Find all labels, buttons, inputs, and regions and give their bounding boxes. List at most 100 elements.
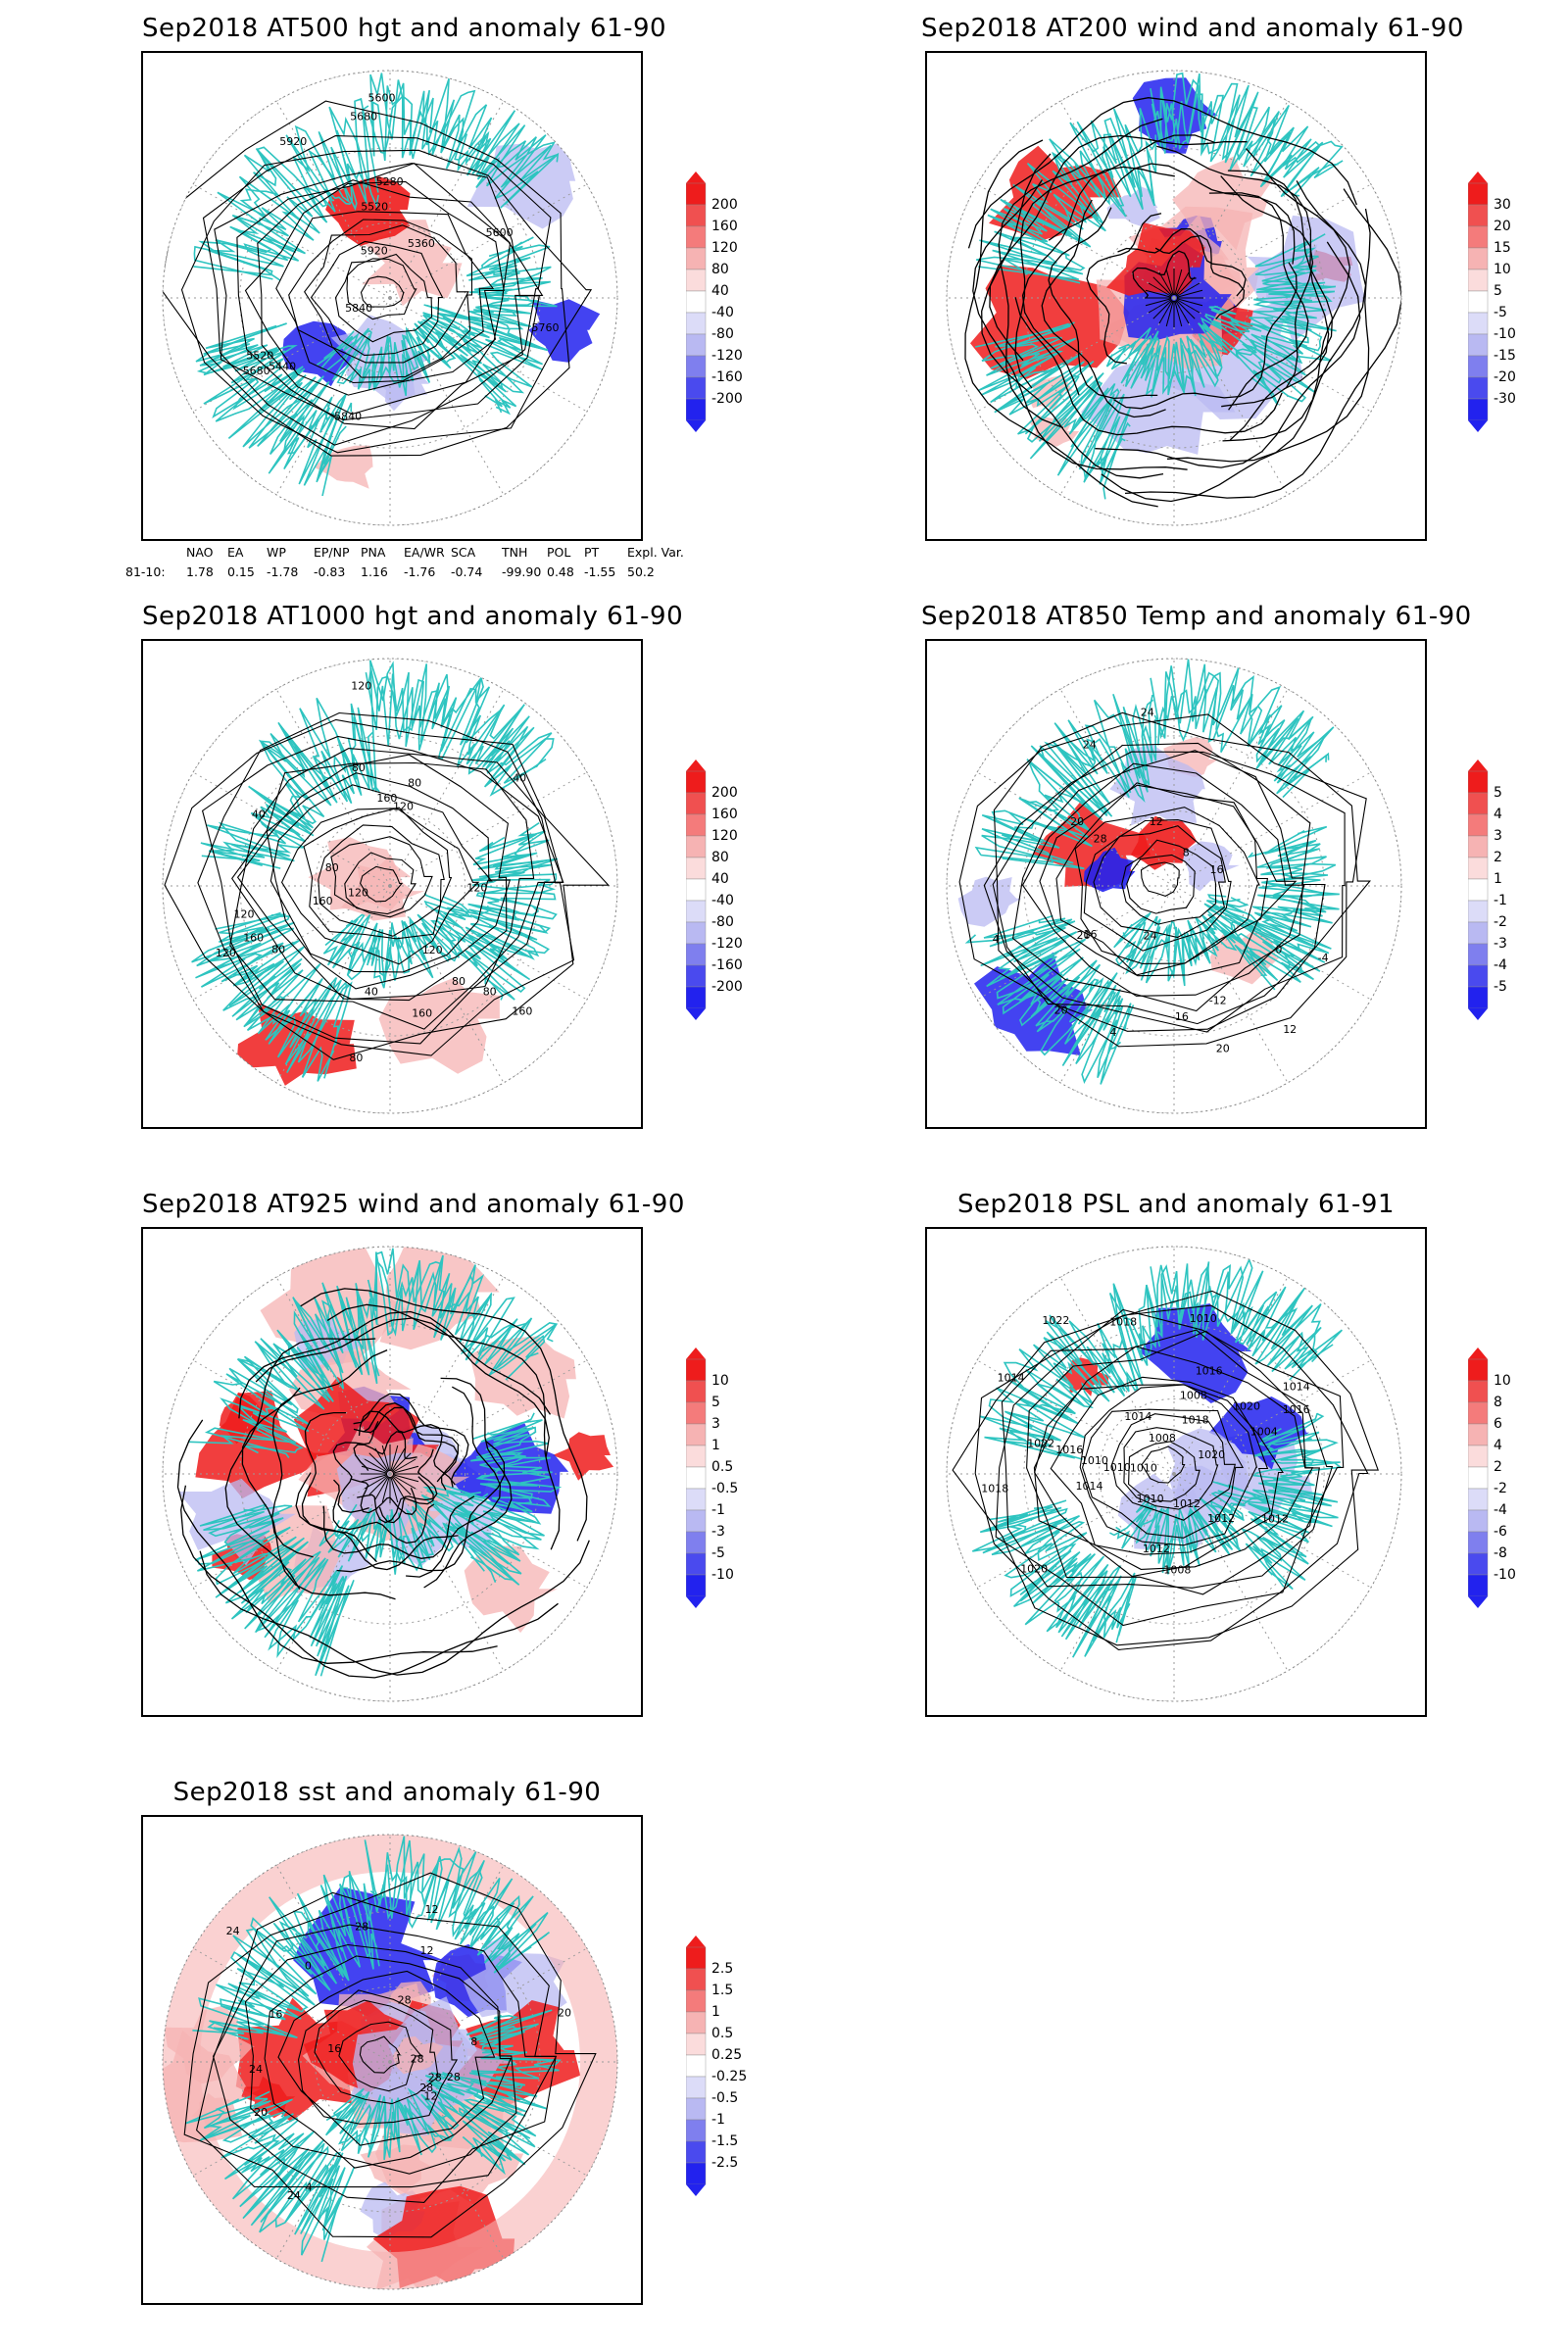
teleconn-header: EA	[227, 545, 244, 560]
teleconn-value: 1.16	[361, 564, 388, 579]
colorbar-p500: 200 160 120 80 40 -40 -80 -120 -160 -200	[686, 172, 764, 446]
colorbar-segment	[686, 398, 707, 421]
colorbar-segment	[1468, 398, 1489, 421]
teleconn-value: -99.90	[502, 564, 542, 579]
colorbar-segment	[1468, 1466, 1489, 1490]
teleconn-value: -1.78	[267, 564, 299, 579]
colorbar-segment	[686, 1445, 707, 1468]
colorbar-segment	[1468, 835, 1489, 858]
colorbar-segment	[686, 1574, 707, 1597]
colorbar-segment	[1468, 1401, 1489, 1425]
colorbar-segment	[1468, 269, 1489, 292]
contour-label: 1018	[981, 1482, 1008, 1494]
contour-label: 5600	[368, 91, 396, 104]
map-boundary	[162, 1246, 618, 1702]
colorbar-bottom-arrow	[686, 1008, 706, 1020]
contour-label: 16	[327, 2042, 341, 2055]
colorbar-segment	[686, 921, 707, 945]
teleconn-value: 50.2	[627, 564, 655, 579]
map-boundary	[162, 70, 618, 526]
colorbar-segment	[1468, 182, 1489, 206]
colorbar-segment	[686, 813, 707, 837]
contour-label: -12	[1209, 995, 1227, 1007]
colorbar-segment	[1468, 1488, 1489, 1511]
colorbar-label: -2.5	[711, 2155, 739, 2171]
contour-label: 12	[1150, 815, 1163, 828]
colorbar-bottom-arrow	[686, 1596, 706, 1608]
colorbar-psl: 10 8 6 4 2 -2 -4 -6 -8 -10	[1468, 1348, 1546, 1622]
colorbar-segment	[1468, 376, 1489, 400]
contour-label: 1020	[1198, 1448, 1225, 1461]
contour-label: 5440	[269, 361, 296, 373]
colorbar-label: -4	[1494, 1502, 1507, 1518]
positive-anomaly-area	[341, 855, 425, 921]
colorbar-segment	[686, 269, 707, 292]
contour-label: 1012	[1261, 1513, 1289, 1526]
contour-label: 20	[1070, 815, 1084, 828]
contour-label: 1004	[1250, 1425, 1278, 1438]
contour-label: 24	[1141, 706, 1154, 718]
colorbar-label: -2	[1494, 1481, 1507, 1496]
colorbar-p200: 30 20 15 10 5 -5 -10 -15 -20 -30	[1468, 172, 1546, 446]
map-p925	[141, 1227, 643, 1717]
colorbar-label: 80	[711, 262, 729, 277]
contour-lines	[164, 711, 611, 1060]
coastlines	[184, 1836, 563, 2263]
colorbar-label: -10	[711, 1567, 734, 1583]
colorbar-segment	[1468, 943, 1489, 966]
negative-anomaly-area	[1208, 1396, 1310, 1470]
contour-label: 24	[1083, 739, 1097, 752]
colorbar-label: -20	[1494, 369, 1516, 385]
colorbar-label: -200	[711, 391, 743, 407]
positive-anomaly-area	[464, 1545, 558, 1634]
panel-title-p200: Sep2018 AT200 wind and anomaly 61-90	[921, 14, 1464, 43]
teleconn-value: -0.74	[451, 564, 483, 579]
colorbar-bottom-arrow	[686, 420, 706, 432]
colorbar-label: 0.25	[711, 2047, 743, 2063]
map-graticule	[947, 1247, 1401, 1701]
colorbar-label: -3	[711, 1524, 725, 1540]
contour-label: 28	[398, 1994, 412, 2007]
map-p1000: 80 80 160 120 120 80 120 160 120 40 40 160 120 80 160 8…	[141, 639, 643, 1129]
contour-labels: 5920 5840 5680 5600 5520 5600 5520 5280 5360 5440…	[243, 91, 560, 422]
contour-label: 1014	[998, 1372, 1025, 1385]
colorbar-segment	[1468, 247, 1489, 270]
contour-label: 28	[447, 2071, 461, 2083]
positive-anomaly-area	[1130, 815, 1198, 870]
colorbar-label: -0.5	[711, 2090, 739, 2106]
contour-label: 1016	[1283, 1403, 1310, 1416]
colorbar-segment	[1468, 1574, 1489, 1597]
contour-label: 80	[325, 861, 339, 874]
coastlines	[189, 1248, 563, 1677]
positive-anomaly-area	[379, 1247, 500, 1350]
colorbar-label: 2.5	[711, 1961, 734, 1977]
colorbar-label: 1.5	[711, 1983, 734, 1998]
map-sst: 28 28 24 24 20 16 12 12 28 20 8 4 0 12 28 28 24 16 28	[141, 1815, 643, 2305]
positive-anomaly-area	[195, 1391, 332, 1498]
teleconn-header: NAO	[186, 545, 214, 560]
map-graticule	[947, 71, 1401, 525]
colorbar-sst: 2.5 1.5 1 0.5 0.25 -0.25 -0.5 -1 -1.5 -2.5	[686, 1936, 764, 2210]
colorbar-label: -160	[711, 369, 743, 385]
colorbar-label: 3	[711, 1416, 720, 1432]
contour-label: 1018	[1182, 1414, 1209, 1427]
contour-label: 5600	[486, 226, 514, 239]
colorbar-label: -80	[711, 914, 734, 930]
contour-label: 24	[1144, 929, 1157, 942]
contour-lines	[958, 711, 1371, 1048]
contour-label: 8	[470, 2035, 477, 2048]
panel-title-psl: Sep2018 PSL and anomaly 61-91	[956, 1190, 1396, 1219]
colorbar-segment	[686, 1968, 707, 1991]
colorbar-segment	[686, 1509, 707, 1533]
contour-label: 0	[1275, 943, 1282, 956]
colorbar-label: -8	[1494, 1545, 1507, 1561]
colorbar-label: 200	[711, 785, 738, 801]
contour-label: 1008	[1163, 1564, 1191, 1577]
contour-label: 4	[1110, 1026, 1117, 1039]
contour-lines	[952, 1290, 1379, 1650]
positive-anomaly-area	[362, 220, 463, 307]
negative-anomaly-area	[528, 299, 601, 363]
teleconn-value: -1.55	[584, 564, 616, 579]
colorbar-label: -10	[1494, 1567, 1516, 1583]
contour-label: 1016	[1055, 1444, 1083, 1456]
